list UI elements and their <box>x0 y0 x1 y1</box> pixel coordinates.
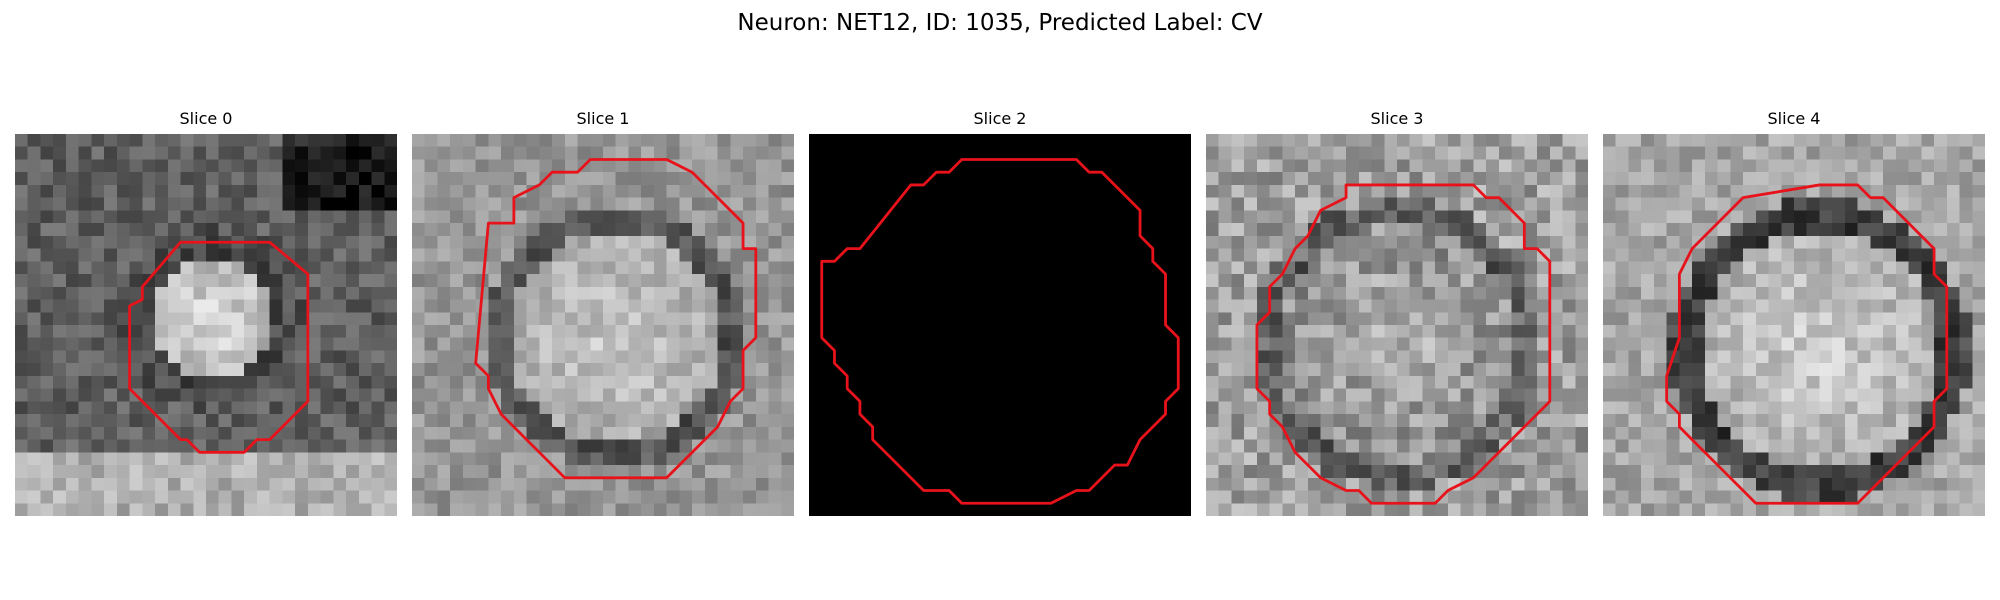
slice-image <box>412 134 794 516</box>
segmentation-contour <box>474 158 758 480</box>
slice-title: Slice 2 <box>973 109 1027 128</box>
slice-title: Slice 0 <box>179 109 233 128</box>
slice-image <box>15 134 397 516</box>
pixel-grid <box>1603 134 1985 516</box>
slice-title: Slice 1 <box>576 109 630 128</box>
slice-title: Slice 4 <box>1767 109 1821 128</box>
slice-image <box>1603 134 1985 516</box>
pixel-grid <box>412 134 794 516</box>
segmentation-contour <box>1665 183 1949 505</box>
slice-panel-2: Slice 2 <box>809 108 1191 516</box>
pixel-grid <box>1206 134 1588 516</box>
slice-panel-1: Slice 1 <box>412 108 794 516</box>
slice-image <box>809 134 1191 516</box>
slice-image <box>1206 134 1588 516</box>
segmentation-contour <box>1255 183 1552 505</box>
black-slice-background <box>809 134 1191 516</box>
slice-panel-4: Slice 4 <box>1603 108 1985 516</box>
slice-title: Slice 3 <box>1370 109 1424 128</box>
segmentation-contour <box>820 158 1180 505</box>
slice-panel-3: Slice 3 <box>1206 108 1588 516</box>
segmentation-contour <box>128 240 310 454</box>
pixel-grid <box>15 134 397 516</box>
figure-title: Neuron: NET12, ID: 1035, Predicted Label… <box>737 10 1263 36</box>
slice-panel-0: Slice 0 <box>15 108 397 516</box>
